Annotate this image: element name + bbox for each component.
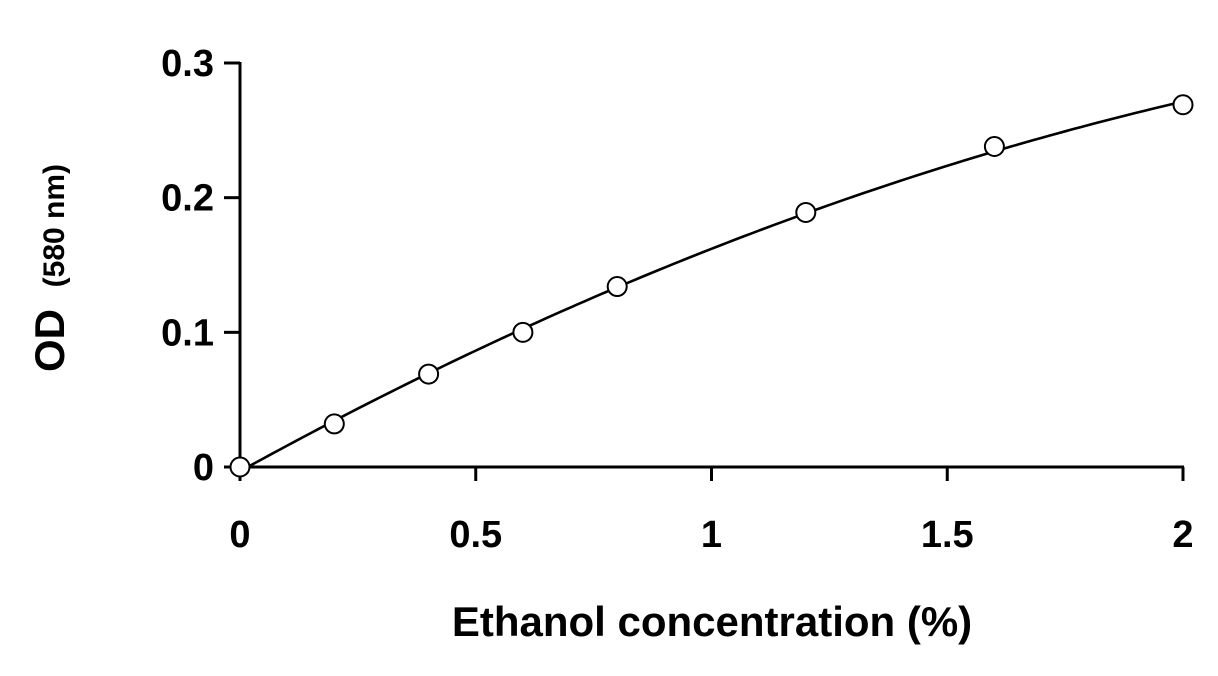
x-ticks: 0 0.5 1 1.5 2	[229, 467, 1194, 556]
y-tick-label: 0.2	[161, 178, 214, 220]
x-tick-label: 1.5	[921, 514, 974, 556]
y-axis-title-unit: (580 nm)	[38, 164, 71, 287]
y-tick-label: 0.1	[161, 312, 214, 354]
x-tick-label: 0	[229, 514, 250, 556]
data-point	[795, 201, 817, 223]
x-axis-title: Ethanol concentration (%)	[452, 598, 972, 645]
data-point	[606, 276, 628, 298]
y-axis-title: OD (580 nm)	[26, 164, 73, 372]
data-point	[983, 135, 1005, 157]
data-point	[512, 321, 534, 343]
data-points	[229, 94, 1194, 478]
y-ticks: 0 0.1 0.2 0.3	[161, 43, 240, 489]
y-tick-label: 0.3	[161, 43, 214, 85]
data-point	[1172, 94, 1194, 116]
axes	[238, 62, 1184, 469]
y-tick-label: 0	[193, 447, 214, 489]
data-point	[323, 413, 345, 435]
data-point	[418, 363, 440, 385]
x-tick-label: 2	[1172, 514, 1193, 556]
x-tick-label: 1	[701, 514, 722, 556]
x-tick-label: 0.5	[449, 514, 502, 556]
y-axis-title-main: OD	[26, 309, 73, 372]
fit-curve	[239, 100, 1184, 473]
data-point	[229, 456, 251, 478]
